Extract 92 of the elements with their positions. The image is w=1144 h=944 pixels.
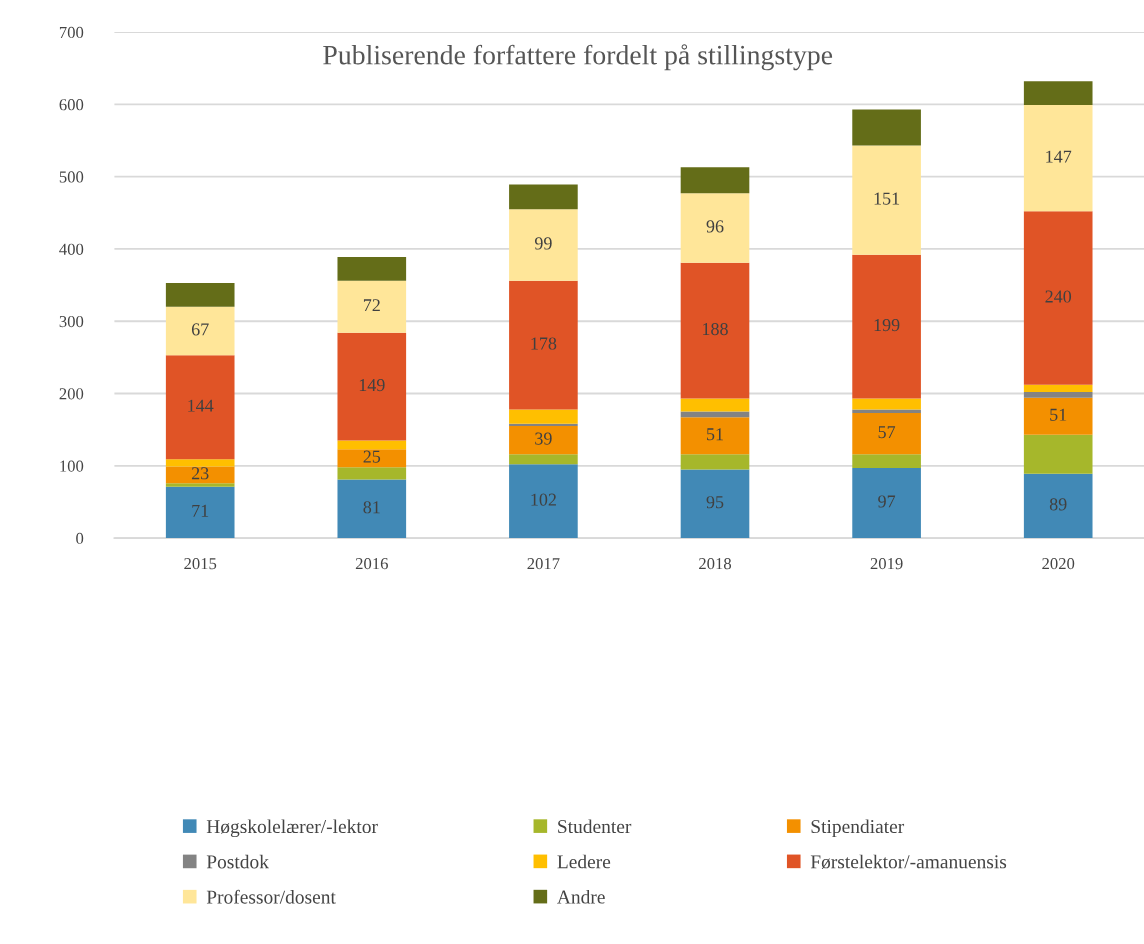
bar: [852, 409, 921, 414]
bar: [852, 467, 921, 539]
data-label: 95: [706, 496, 724, 509]
bar: [509, 454, 578, 465]
bar: [680, 193, 750, 263]
bar: [1023, 434, 1093, 474]
bar: [509, 426, 578, 455]
data-label: 144: [188, 399, 214, 412]
bar: [852, 254, 921, 399]
bar: [852, 454, 921, 468]
data-label: 81: [363, 501, 380, 514]
bar: [1023, 105, 1093, 212]
bar: [680, 262, 750, 399]
y-tick-label: 500: [59, 171, 84, 183]
legend-label: Ledere: [557, 854, 611, 869]
bar: [509, 423, 578, 427]
data-label: 97: [878, 495, 896, 508]
data-label: 240: [1045, 290, 1072, 303]
data-label: 99: [534, 237, 552, 250]
legend-label: Postdok: [206, 854, 269, 869]
data-label: 25: [363, 450, 381, 463]
data-label: 51: [707, 428, 723, 441]
bar: [680, 469, 750, 539]
legend-label: Andre: [557, 889, 605, 904]
y-tick-label: 0: [76, 532, 84, 545]
bar: [852, 109, 921, 146]
y-tick-label: 600: [59, 99, 84, 111]
bar: [509, 280, 578, 410]
bar: [852, 413, 921, 455]
x-tick-label: 2020: [1042, 558, 1075, 570]
x-tick-label: 2016: [355, 558, 388, 570]
data-label: 147: [1046, 150, 1072, 163]
bar: [1023, 211, 1093, 385]
y-tick-label: 400: [59, 243, 84, 255]
bar: [852, 145, 921, 255]
bar: [1023, 397, 1093, 435]
bar: [1023, 392, 1093, 398]
x-tick-label: 2015: [184, 558, 217, 570]
y-tick-label: 700: [59, 26, 84, 39]
data-label: 89: [1049, 498, 1067, 511]
bar: [680, 417, 750, 455]
data-label: 151: [874, 192, 900, 205]
bar: [509, 209, 578, 281]
bar: [337, 449, 407, 468]
bar: [165, 486, 235, 539]
data-label: 96: [706, 220, 724, 233]
data-label: 23: [191, 467, 209, 480]
bar: [337, 280, 407, 333]
bar: [165, 483, 235, 487]
bar: [509, 464, 578, 539]
data-label: 51: [1050, 408, 1067, 421]
bar: [337, 467, 407, 480]
y-tick-label: 100: [60, 460, 84, 472]
x-tick-label: 2019: [870, 558, 903, 570]
bar: [680, 167, 750, 194]
legend-label: Professor/dosent: [206, 889, 336, 904]
data-label: 188: [703, 322, 728, 336]
legend-label: Høgskolelærer/-lektor: [206, 819, 378, 838]
chart-title: Publiserende forfattere fordelt på stillingstype: [323, 44, 833, 71]
bar: [165, 459, 235, 467]
data-label: 199: [874, 319, 900, 332]
y-tick-label: 300: [59, 315, 84, 328]
data-label: 67: [191, 323, 209, 336]
bar: [165, 355, 235, 460]
x-tick-label: 2017: [527, 558, 560, 570]
bar: [509, 184, 578, 210]
bar: [337, 256, 407, 281]
bar: [852, 398, 921, 410]
bar: [1023, 473, 1093, 539]
legend-label: Førstelektor/-amanuensis: [810, 854, 1007, 869]
data-label: 178: [531, 337, 557, 350]
data-label: 71: [192, 504, 209, 517]
data-label: 72: [363, 299, 380, 312]
bar: [337, 332, 407, 441]
bar: [1023, 81, 1093, 106]
data-label: 149: [359, 379, 385, 392]
bar: [509, 409, 578, 424]
data-label: 102: [531, 493, 556, 506]
bar: [337, 479, 407, 539]
bar: [165, 466, 235, 484]
data-label: 39: [535, 432, 552, 445]
bar: [680, 454, 750, 470]
bar: [165, 282, 235, 307]
y-tick-label: 200: [59, 388, 84, 400]
bar: [680, 398, 750, 412]
bar: [165, 306, 235, 356]
bar: [1023, 384, 1093, 393]
x-tick-label: 2018: [699, 558, 732, 570]
legend-label: Studenter: [558, 819, 632, 834]
legend-label: Stipendiater: [811, 819, 905, 838]
data-label: 57: [878, 426, 896, 439]
bar: [337, 440, 407, 450]
